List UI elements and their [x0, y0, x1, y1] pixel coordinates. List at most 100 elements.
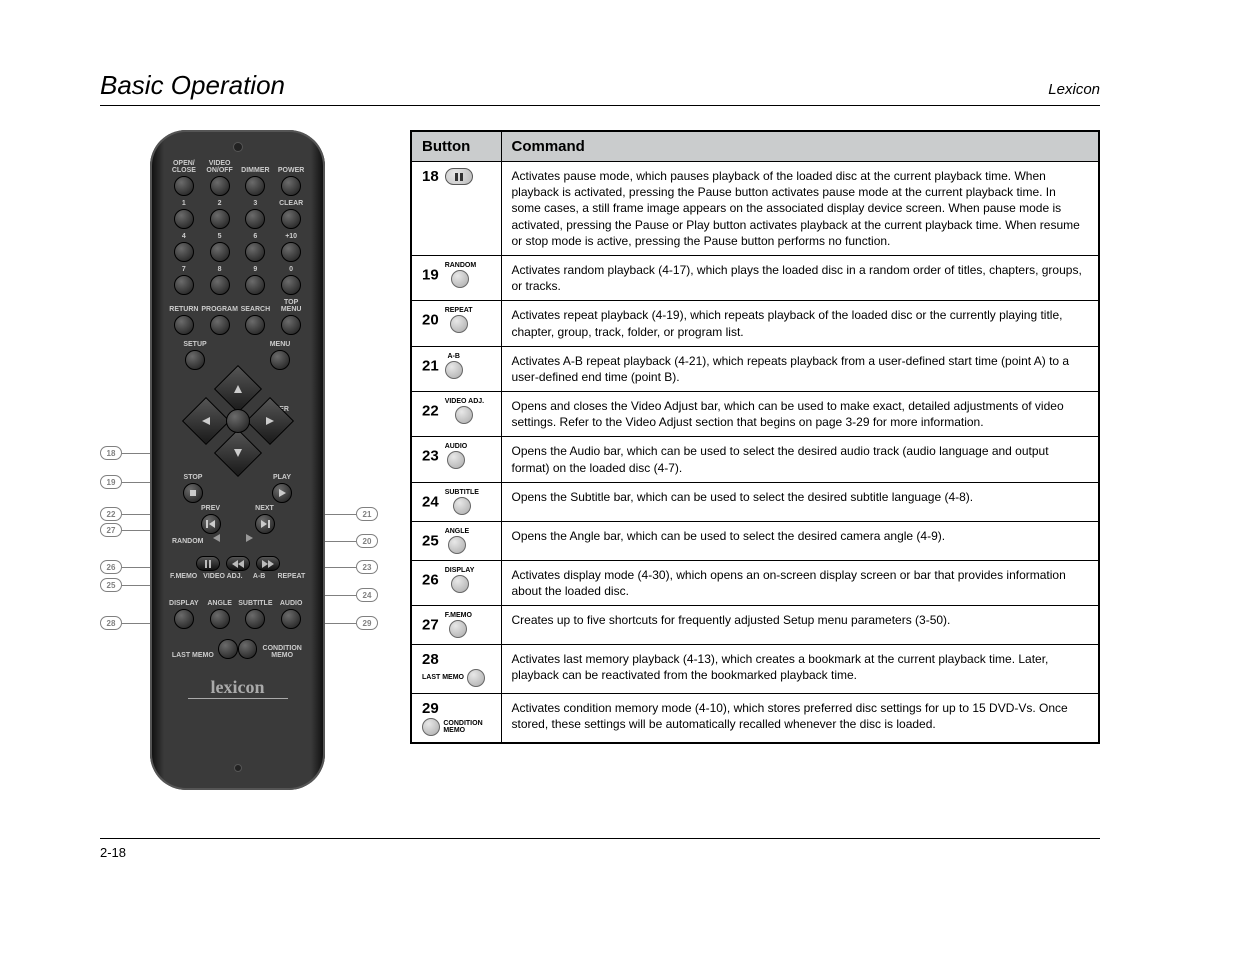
command-desc: Activates repeat playback (4-19), which … [501, 301, 1099, 346]
remote-button[interactable] [281, 242, 301, 262]
remote-button-label: PROGRAM [201, 306, 238, 313]
pause-icon [445, 168, 473, 185]
button-cell: 28LAST MEMO [411, 645, 501, 694]
table-row: 22VIDEO ADJ.Opens and closes the Video A… [411, 392, 1099, 437]
remote-button[interactable] [245, 315, 265, 335]
next-label: NEXT [255, 505, 274, 512]
command-desc: Opens the Subtitle bar, which can be use… [501, 482, 1099, 521]
rev-button[interactable] [226, 556, 250, 571]
remote-button[interactable] [281, 315, 301, 335]
button-icon [453, 497, 471, 515]
button-icon [451, 575, 469, 593]
remote-button-label: CLEAR [279, 200, 303, 207]
brand-label: Lexicon [1048, 81, 1100, 98]
remote-button-label: 6 [253, 233, 257, 240]
remote-logo: lexicon [188, 677, 288, 699]
button-cell: 22VIDEO ADJ. [411, 392, 501, 437]
remote-button-label: 5 [218, 233, 222, 240]
table-row: 23AUDIOOpens the Audio bar, which can be… [411, 437, 1099, 482]
remote-button-label: TOP MENU [274, 299, 308, 313]
button-icon [422, 718, 440, 736]
setup-label: SETUP [183, 341, 206, 348]
callout-29: 29 [356, 616, 378, 630]
remote-button[interactable] [281, 176, 301, 196]
button-cell: 24SUBTITLE [411, 482, 501, 521]
dpad-right[interactable] [245, 397, 293, 445]
remote-button[interactable] [245, 176, 265, 196]
callout-25: 25 [100, 578, 122, 592]
button-cell: 20REPEAT [411, 301, 501, 346]
col-button: Button [411, 131, 501, 162]
button-icon [467, 669, 485, 687]
pause-button[interactable] [196, 556, 220, 571]
step-fwd-icon [246, 534, 254, 542]
callout-26: 26 [100, 560, 122, 574]
callout-22: 22 [100, 507, 122, 521]
next-button[interactable] [255, 514, 275, 534]
command-desc: Activates A-B repeat playback (4-21), wh… [501, 346, 1099, 391]
remote-button[interactable] [210, 176, 230, 196]
callout-24: 24 [356, 588, 378, 602]
remote-button[interactable] [210, 275, 230, 295]
command-desc: Activates last memory playback (4-13), w… [501, 645, 1099, 694]
play-button[interactable] [272, 483, 292, 503]
remote-button[interactable] [174, 209, 194, 229]
remote-button[interactable] [174, 609, 194, 629]
menu-button[interactable] [270, 350, 290, 370]
command-table: Button Command 18Activates pause mode, w… [410, 130, 1100, 744]
dpad [193, 376, 283, 466]
remote-button[interactable] [281, 209, 301, 229]
dpad-down[interactable] [213, 429, 261, 477]
remote-button[interactable] [174, 242, 194, 262]
remote-button[interactable] [174, 176, 194, 196]
table-row: 27F.MEMOCreates up to five shortcuts for… [411, 606, 1099, 645]
remote-button[interactable] [174, 275, 194, 295]
command-desc: Activates random playback (4-17), which … [501, 255, 1099, 300]
stop-button[interactable] [183, 483, 203, 503]
dpad-left[interactable] [181, 397, 229, 445]
remote-button[interactable] [245, 609, 265, 629]
page-footer: 2-18 [100, 838, 1100, 860]
remote-button-label: AUDIO [280, 600, 303, 607]
remote-button-label: 0 [289, 266, 293, 273]
command-desc: Creates up to five shortcuts for frequen… [501, 606, 1099, 645]
remote-button[interactable] [210, 242, 230, 262]
remote-button-label: 9 [253, 266, 257, 273]
command-desc: Opens the Audio bar, which can be used t… [501, 437, 1099, 482]
dpad-enter[interactable] [226, 409, 250, 433]
callout-18: 18 [100, 446, 122, 460]
remote-body: OPEN/ CLOSEVIDEO ON/OFFDIMMERPOWER 123CL… [150, 130, 325, 790]
button-cell: 27F.MEMO [411, 606, 501, 645]
dpad-up[interactable] [213, 365, 261, 413]
remote-button[interactable] [174, 315, 194, 335]
remote-button[interactable] [210, 315, 230, 335]
remote-button[interactable] [245, 275, 265, 295]
remote-button[interactable] [281, 609, 301, 629]
remote-button[interactable] [281, 275, 301, 295]
lastmemo-button[interactable] [218, 639, 238, 659]
table-row: 26DISPLAYActivates display mode (4-30), … [411, 560, 1099, 605]
remote-button[interactable] [210, 609, 230, 629]
command-desc: Opens and closes the Video Adjust bar, w… [501, 392, 1099, 437]
prev-button[interactable] [201, 514, 221, 534]
remote-button[interactable] [210, 209, 230, 229]
random-label: RANDOM [172, 538, 204, 545]
remote-button[interactable] [245, 242, 265, 262]
callout-27: 27 [100, 523, 122, 537]
callout-23: 23 [356, 560, 378, 574]
command-desc: Activates pause mode, which pauses playb… [501, 162, 1099, 256]
button-icon [455, 406, 473, 424]
button-cell: 21A-B [411, 346, 501, 391]
button-cell: 29 CONDITION MEMO [411, 694, 501, 744]
setup-button[interactable] [185, 350, 205, 370]
condmemo-button[interactable] [238, 639, 258, 659]
button-icon [451, 270, 469, 288]
button-cell: 19RANDOM [411, 255, 501, 300]
callout-21: 21 [356, 507, 378, 521]
button-icon [449, 620, 467, 638]
remote-button-label: DIMMER [241, 167, 269, 174]
remote-button[interactable] [245, 209, 265, 229]
button-icon [445, 361, 463, 379]
videoadj-label: VIDEO ADJ. [202, 573, 244, 580]
fwd-button[interactable] [256, 556, 280, 571]
